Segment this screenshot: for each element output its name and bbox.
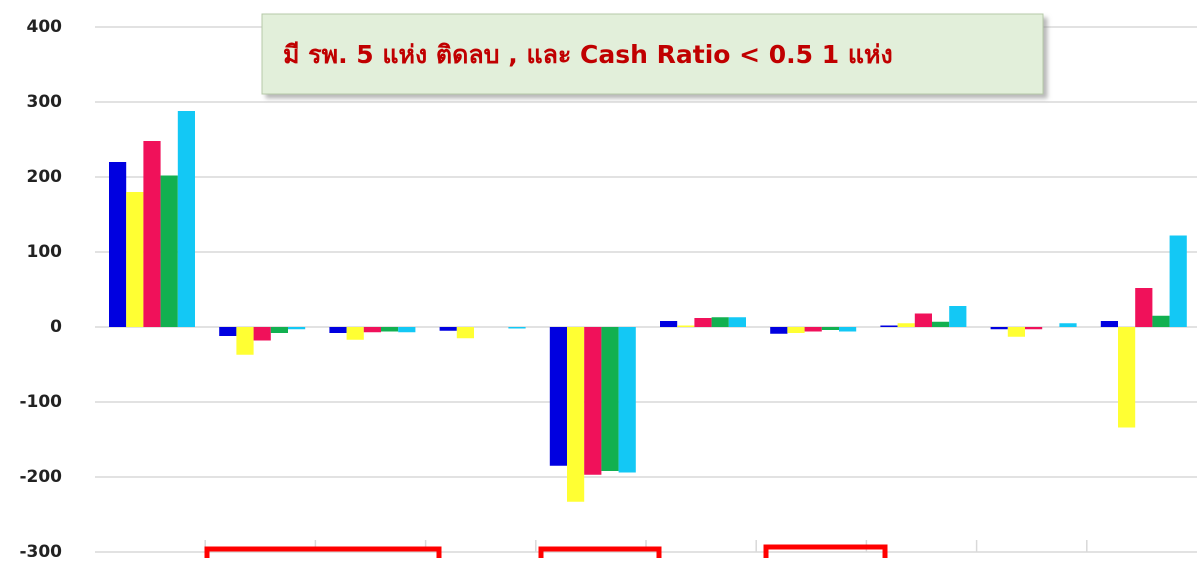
bar — [728, 317, 746, 327]
bar — [932, 321, 950, 327]
annotation-box — [261, 13, 1044, 95]
bar — [439, 327, 457, 331]
bar — [177, 111, 195, 327]
bar — [363, 327, 381, 333]
y-tick-label: -300 — [19, 542, 62, 558]
bar — [770, 327, 788, 334]
highlight-box — [763, 544, 888, 562]
bar — [618, 327, 636, 473]
bar — [821, 327, 839, 330]
bar — [601, 327, 619, 471]
bar — [329, 327, 347, 333]
bar — [660, 321, 678, 327]
bar — [787, 327, 805, 333]
bar — [677, 325, 695, 327]
y-tick-label: -200 — [19, 467, 62, 487]
bar — [109, 162, 127, 327]
highlight-box — [204, 546, 442, 562]
bar — [567, 327, 585, 502]
bar — [804, 327, 822, 332]
y-tick-label: 100 — [27, 242, 63, 262]
bar — [253, 327, 271, 341]
bar — [346, 327, 364, 340]
bar — [694, 318, 712, 327]
grid — [95, 26, 1197, 553]
highlight-box — [538, 546, 662, 562]
bar — [949, 306, 967, 327]
bars — [109, 111, 1187, 502]
bar — [711, 317, 729, 327]
bar — [288, 327, 306, 330]
bar — [1007, 327, 1025, 337]
bar — [1152, 315, 1170, 327]
annotation: มี รพ. 5 แห่ง ติดลบ , และ Cash Ratio < 0… — [283, 40, 893, 69]
bar — [1118, 327, 1136, 428]
bar — [126, 192, 144, 327]
bar — [1100, 321, 1118, 327]
bar — [160, 175, 178, 327]
y-tick-label: 200 — [27, 167, 63, 187]
bar — [508, 327, 526, 329]
bar — [990, 327, 1008, 330]
y-tick-label: 300 — [27, 92, 63, 112]
y-tick-label: 400 — [27, 17, 63, 37]
bar — [1059, 323, 1077, 327]
bar — [398, 327, 416, 333]
bar — [1135, 288, 1153, 327]
bar — [549, 327, 567, 466]
bar — [236, 327, 254, 355]
bar — [270, 327, 288, 333]
bar — [584, 327, 602, 475]
bar — [456, 327, 474, 339]
y-tick-label: 0 — [50, 317, 62, 337]
y-tick-label: -100 — [19, 392, 62, 412]
bar — [219, 327, 237, 336]
bar — [1025, 327, 1043, 330]
bar — [897, 323, 915, 327]
bar — [143, 141, 161, 327]
bar — [381, 327, 399, 332]
bar — [880, 325, 898, 327]
bar — [1169, 235, 1187, 327]
bar — [839, 327, 857, 332]
bar — [914, 313, 932, 327]
